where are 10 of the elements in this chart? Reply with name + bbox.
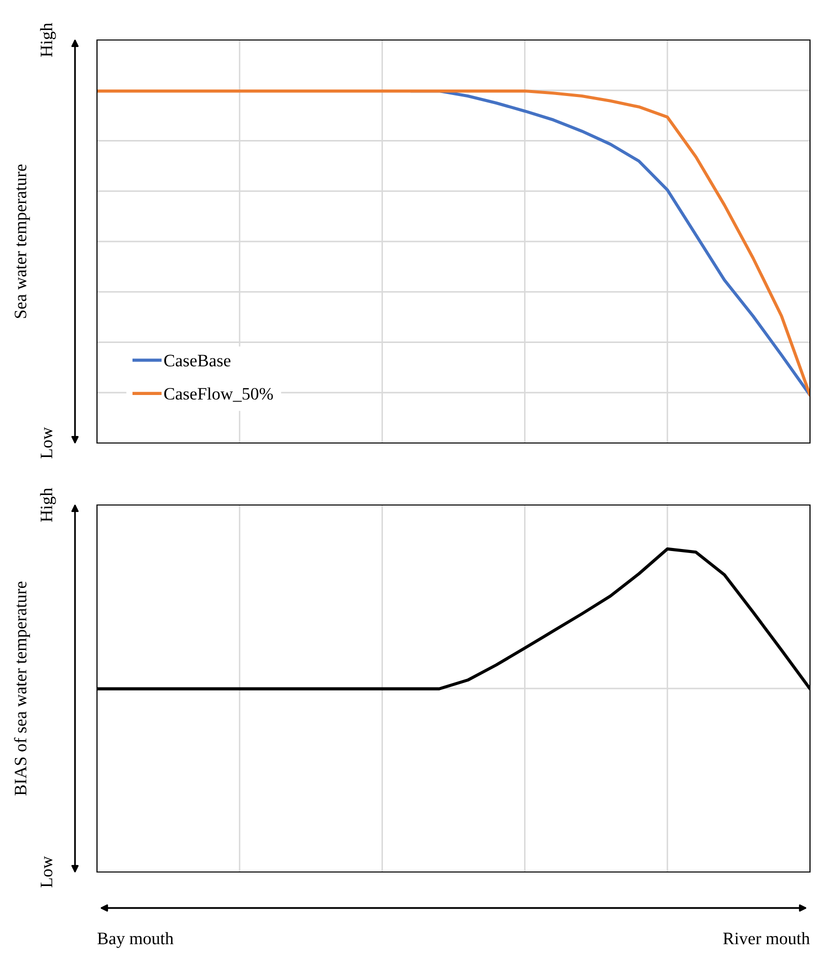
text: Low (40, 427, 52, 458)
text: Bay mouth (98, 932, 174, 948)
text: High (40, 22, 56, 57)
y-axis-title: Sea water temperature (14, 164, 30, 318)
text: River mouth (723, 932, 810, 944)
y-axis-title: BIAS of sea water temperature (14, 582, 30, 796)
text: High (40, 488, 56, 522)
legend-label: CaseFlow_50% (164, 387, 273, 402)
text: Low (40, 856, 52, 888)
legend-label: CaseBase (164, 354, 230, 366)
